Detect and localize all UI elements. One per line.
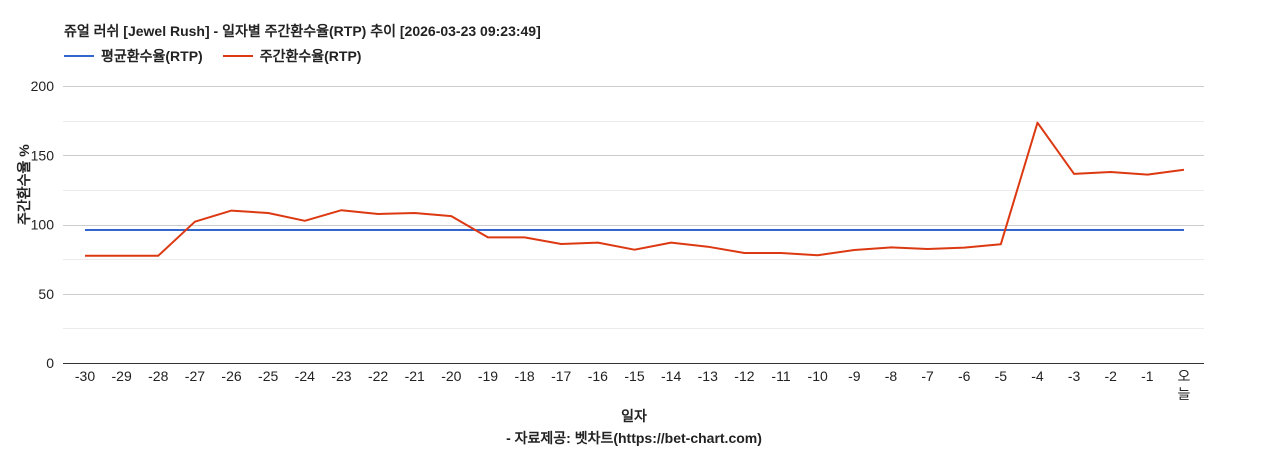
x-tick-label: -23 (331, 368, 351, 384)
y-tick-label: 150 (31, 147, 55, 163)
legend-swatch-red-icon (222, 55, 253, 57)
x-tick-label: -17 (551, 368, 571, 384)
x-tick-label: -7 (921, 368, 934, 384)
x-tick-label: -12 (734, 368, 754, 384)
legend: 평균환수율(RTP) 주간환수율(RTP) (64, 46, 361, 66)
x-tick-label: -14 (661, 368, 681, 384)
x-axis-label: 일자 (621, 408, 647, 424)
x-tick-label: -10 (808, 368, 828, 384)
x-tick-label: -13 (698, 368, 718, 384)
legend-label: 주간환수율(RTP) (259, 48, 362, 64)
x-tick-label: -25 (258, 368, 278, 384)
x-tick-label: -6 (958, 368, 971, 384)
x-tick-label: -16 (588, 368, 608, 384)
x-tick-label: -5 (995, 368, 1008, 384)
x-tick-label: -9 (848, 368, 861, 384)
x-tick-label: -24 (295, 368, 315, 384)
x-axis-ticks: -30 -29 -28 -27 -26 -25 -24 -23 -22 -21 -20 -19 -18 -… (75, 368, 1191, 402)
x-tick-label: -28 (148, 368, 168, 384)
x-tick-label: -1 (1141, 368, 1154, 384)
gridlines (63, 86, 1204, 329)
legend-label: 평균환수율(RTP) (101, 48, 203, 64)
x-tick-label: -19 (478, 368, 498, 384)
x-tick-label: -4 (1031, 368, 1044, 384)
x-tick-label: -15 (624, 368, 644, 384)
legend-swatch-blue-icon (64, 55, 94, 57)
chart-title: 쥬얼 러쉬 [Jewel Rush] - 일자별 주간환수율(RTP) 추이 [… (64, 23, 541, 39)
x-tick-label: -27 (185, 368, 205, 384)
x-tick-label: -22 (368, 368, 388, 384)
y-axis-label: 주간환수율 % (16, 144, 32, 225)
y-tick-label: 50 (38, 286, 54, 302)
x-tick-label: -26 (221, 368, 241, 384)
x-tick-label: -8 (885, 368, 898, 384)
x-tick-label: -3 (1068, 368, 1081, 384)
y-axis-ticks: 0 50 100 150 200 (31, 78, 55, 371)
y-tick-label: 100 (31, 217, 55, 233)
x-tick-label: -30 (75, 368, 95, 384)
x-tick-label: -11 (771, 368, 790, 384)
x-tick-label: -29 (112, 368, 132, 384)
weekly-rtp-line[interactable] (85, 121, 1185, 257)
data-series (85, 121, 1185, 257)
y-tick-label: 200 (31, 78, 55, 94)
source-credit: - 자료제공: 벳차트(https://bet-chart.com) (506, 430, 762, 446)
x-tick-label: -21 (405, 368, 425, 384)
x-tick-label: -2 (1105, 368, 1118, 384)
x-tick-label: -18 (514, 368, 534, 384)
x-tick-label: -20 (441, 368, 461, 384)
legend-item-weekly-rtp[interactable]: 주간환수율(RTP) (222, 46, 362, 66)
legend-item-average-rtp[interactable]: 평균환수율(RTP) (64, 46, 203, 66)
y-tick-label: 0 (46, 355, 54, 371)
